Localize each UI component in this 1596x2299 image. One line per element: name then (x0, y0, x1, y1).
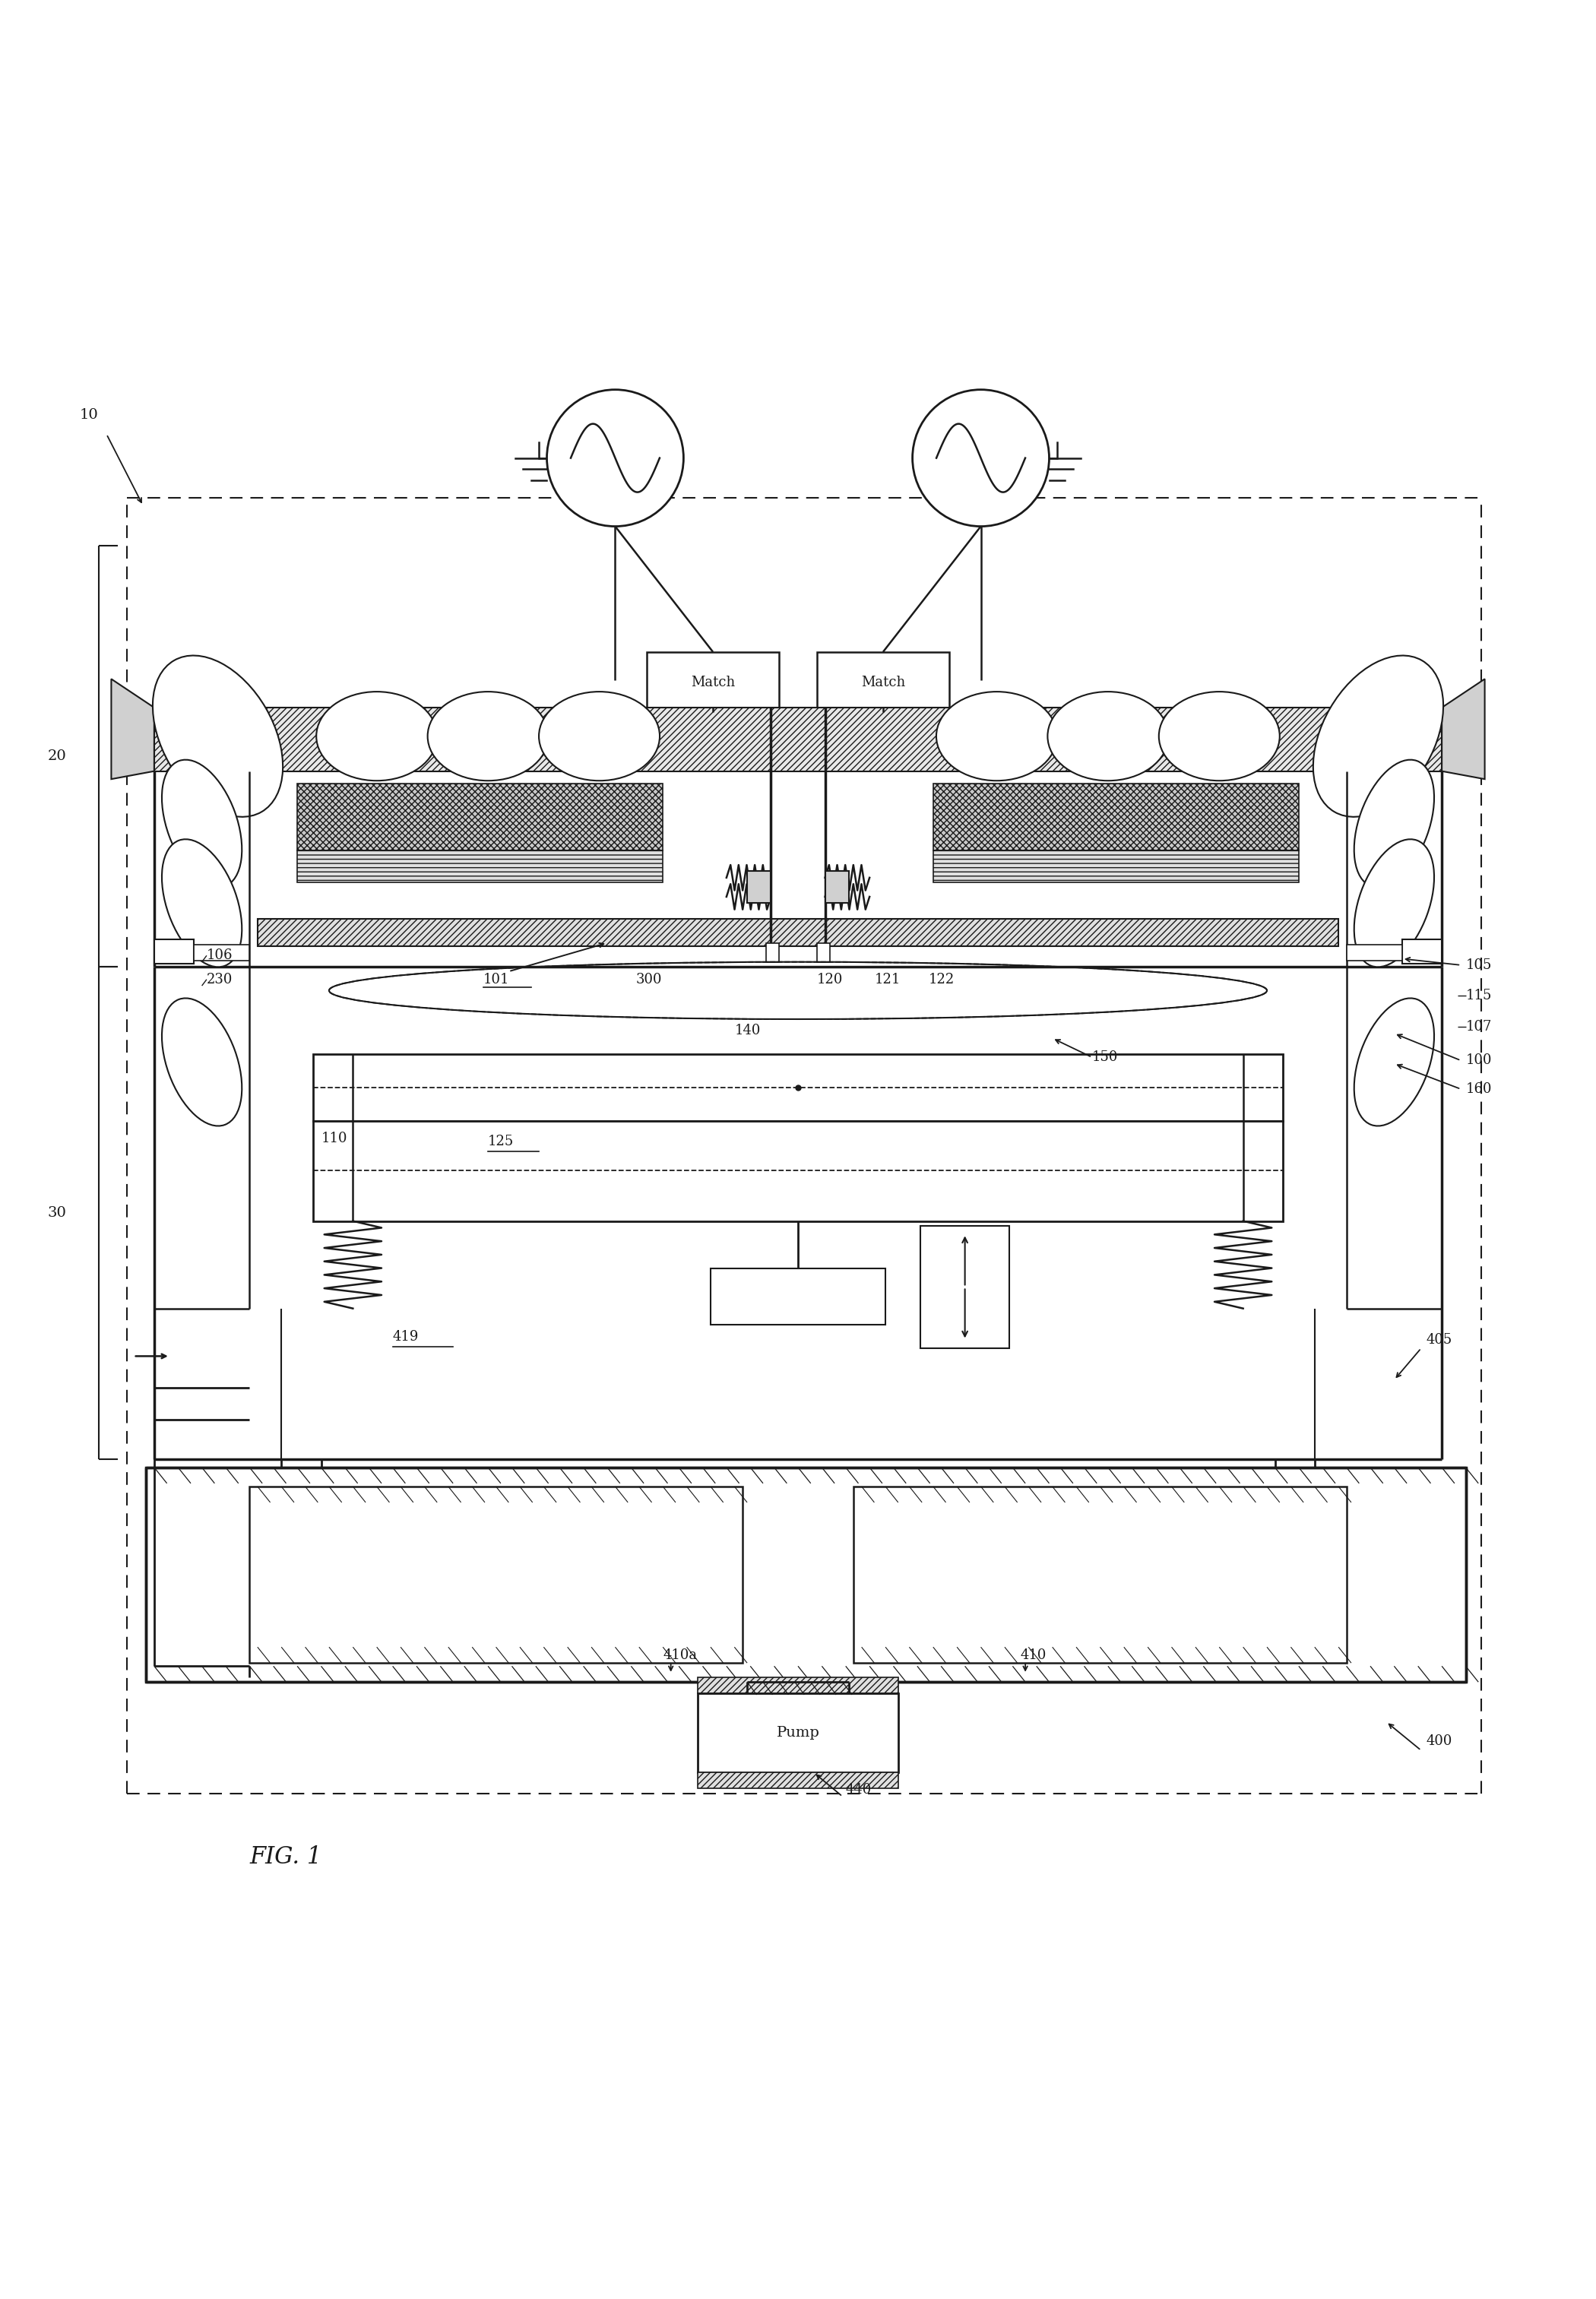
Ellipse shape (1353, 839, 1435, 968)
Text: 160: 160 (1465, 1083, 1492, 1097)
Text: 105: 105 (1465, 959, 1492, 972)
Bar (297, 784, 662, 851)
Bar (697, 1692, 899, 1773)
Bar (697, 1773, 899, 1789)
Ellipse shape (161, 759, 243, 887)
Bar (155, 940, 195, 963)
Ellipse shape (428, 692, 549, 782)
Ellipse shape (539, 692, 659, 782)
Bar (297, 851, 662, 883)
Text: 107: 107 (1465, 1021, 1492, 1035)
Bar (854, 1487, 1347, 1662)
Text: 300: 300 (635, 972, 662, 986)
Ellipse shape (1353, 759, 1435, 887)
Bar (934, 851, 1299, 883)
Text: Match: Match (860, 676, 905, 690)
Bar (249, 1487, 742, 1662)
Bar (747, 871, 771, 904)
Text: 106: 106 (206, 949, 233, 963)
Bar (697, 1678, 899, 1692)
Text: 410: 410 (1020, 1648, 1047, 1662)
Text: 121: 121 (875, 972, 900, 986)
Ellipse shape (937, 692, 1057, 782)
Text: 125: 125 (488, 1136, 514, 1150)
Bar (195, 945, 249, 961)
Circle shape (913, 389, 1049, 526)
Bar (921, 1225, 1009, 1347)
Ellipse shape (1047, 692, 1168, 782)
Bar (155, 708, 1441, 770)
Bar (147, 1467, 1465, 1683)
Text: 405: 405 (1425, 1333, 1452, 1347)
Text: 440: 440 (846, 1784, 871, 1798)
Bar (257, 920, 1339, 945)
Text: Match: Match (691, 676, 736, 690)
Text: 100: 100 (1465, 1053, 1492, 1067)
Text: 122: 122 (929, 972, 954, 986)
Text: 101: 101 (484, 972, 509, 986)
Bar (817, 943, 830, 961)
Text: 230: 230 (206, 972, 233, 986)
Ellipse shape (1353, 998, 1435, 1127)
Text: FIG. 1: FIG. 1 (249, 1846, 322, 1869)
Text: 120: 120 (817, 972, 843, 986)
Text: 115: 115 (1465, 989, 1492, 1002)
Ellipse shape (1314, 655, 1443, 816)
Text: 20: 20 (48, 749, 67, 763)
Text: 30: 30 (48, 1207, 67, 1221)
Ellipse shape (316, 692, 437, 782)
Bar (817, 653, 950, 713)
Text: 110: 110 (321, 1131, 348, 1145)
Circle shape (547, 389, 683, 526)
Ellipse shape (153, 655, 282, 816)
Bar (313, 1122, 1283, 1221)
Bar (934, 784, 1299, 851)
Bar (313, 1055, 1283, 1122)
Ellipse shape (161, 839, 243, 968)
Bar (766, 943, 779, 961)
Text: 140: 140 (734, 1023, 761, 1037)
Bar (1347, 945, 1401, 961)
Bar (710, 1269, 886, 1324)
Ellipse shape (161, 998, 243, 1127)
Text: 419: 419 (393, 1331, 418, 1345)
Bar (646, 653, 779, 713)
Text: Pump: Pump (776, 1727, 820, 1740)
Bar (825, 871, 849, 904)
Text: 410a: 410a (662, 1648, 697, 1662)
Text: 10: 10 (80, 409, 99, 423)
Bar (1401, 940, 1441, 963)
Text: 400: 400 (1425, 1733, 1452, 1747)
Polygon shape (1441, 678, 1484, 779)
Ellipse shape (1159, 692, 1280, 782)
Polygon shape (112, 678, 155, 779)
Text: 150: 150 (1092, 1051, 1119, 1064)
